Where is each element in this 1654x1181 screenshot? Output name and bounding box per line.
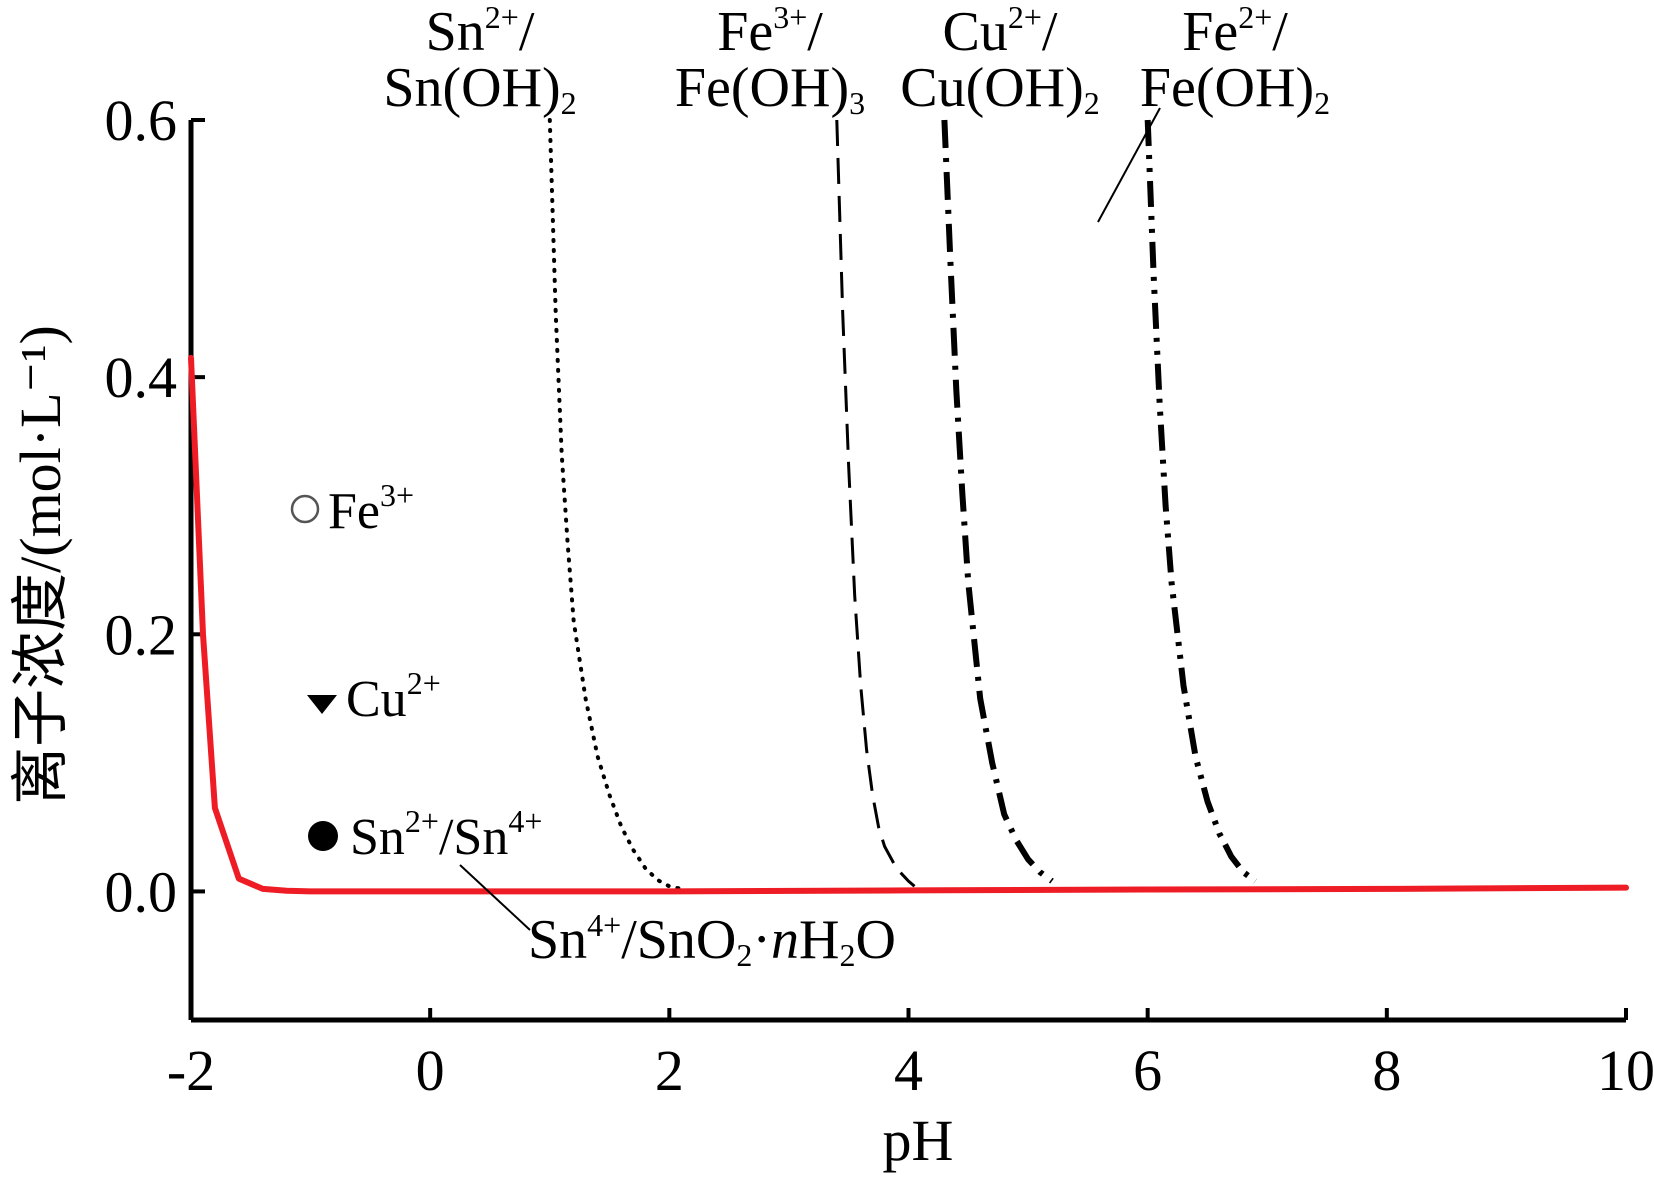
legend-label-fe3: Fe3+: [328, 477, 414, 540]
x-axis-label: pH: [883, 1108, 954, 1173]
svg-text:Cu(OH)2: Cu(OH)2: [900, 57, 1100, 121]
legend-marker-filled-circle: [308, 821, 338, 851]
series-sn4-sno2-nh2o: [188, 354, 1629, 895]
series-cu2-cu-oh-2: [941, 119, 1054, 884]
fe2-leader-line: [1097, 107, 1161, 223]
svg-text:Fe(OH)2: Fe(OH)2: [1140, 57, 1330, 121]
x-tick-label: -2: [167, 1038, 215, 1103]
x-tick-label: 4: [894, 1038, 923, 1103]
curve-label-fe2: Fe2+/ Fe(OH)2: [1140, 0, 1330, 121]
axes: [188, 120, 1626, 1023]
legend-marker-open-circle: [290, 494, 320, 524]
sn4-leader-line: [459, 864, 531, 931]
svg-text:Fe3+/: Fe3+/: [717, 0, 823, 63]
y-tick-label: 0.6: [105, 88, 178, 153]
curve-label-sn2: Sn2+/ Sn(OH)2: [383, 0, 576, 121]
series-fe3-fe-oh-3: [835, 119, 916, 888]
y-axis-label: 离子浓度/(mol·L⁻¹): [8, 325, 73, 805]
series-sn2-sn-oh-2: [547, 118, 684, 891]
x-tick-label: 0: [416, 1038, 445, 1103]
y-ticks: 0.0 0.2 0.4 0.6: [105, 88, 205, 924]
legend-marker-down-triangle: [307, 695, 337, 714]
legend: Fe3+ Cu2+ Sn2+/Sn4+: [290, 477, 542, 866]
series-fe2-fe-oh-2: [1144, 119, 1258, 884]
sn4-label: Sn4+/SnO2·nH2O: [528, 907, 896, 973]
x-ticks: -2 0 2 4 6 8 10: [167, 1008, 1654, 1103]
x-tick-label: 10: [1597, 1038, 1654, 1103]
legend-label-sn: Sn2+/Sn4+: [350, 803, 542, 866]
svg-text:Fe2+/: Fe2+/: [1182, 0, 1288, 63]
curve-label-fe3: Fe3+/ Fe(OH)3: [675, 0, 865, 121]
svg-text:Fe(OH)3: Fe(OH)3: [675, 57, 865, 121]
x-tick-label: 6: [1133, 1038, 1162, 1103]
y-tick-label: 0.4: [105, 345, 178, 410]
x-tick-label: 2: [655, 1038, 684, 1103]
curves: [188, 118, 1629, 895]
curve-label-cu2: Cu2+/ Cu(OH)2: [900, 0, 1100, 121]
legend-label-cu2: Cu2+: [346, 665, 441, 728]
y-tick-label: 0.0: [105, 859, 178, 924]
svg-text:Sn2+/: Sn2+/: [426, 0, 535, 63]
x-tick-label: 8: [1372, 1038, 1401, 1103]
y-tick-label: 0.2: [105, 602, 178, 667]
svg-text:Cu2+/: Cu2+/: [943, 0, 1058, 63]
svg-text:Sn(OH)2: Sn(OH)2: [383, 57, 576, 121]
